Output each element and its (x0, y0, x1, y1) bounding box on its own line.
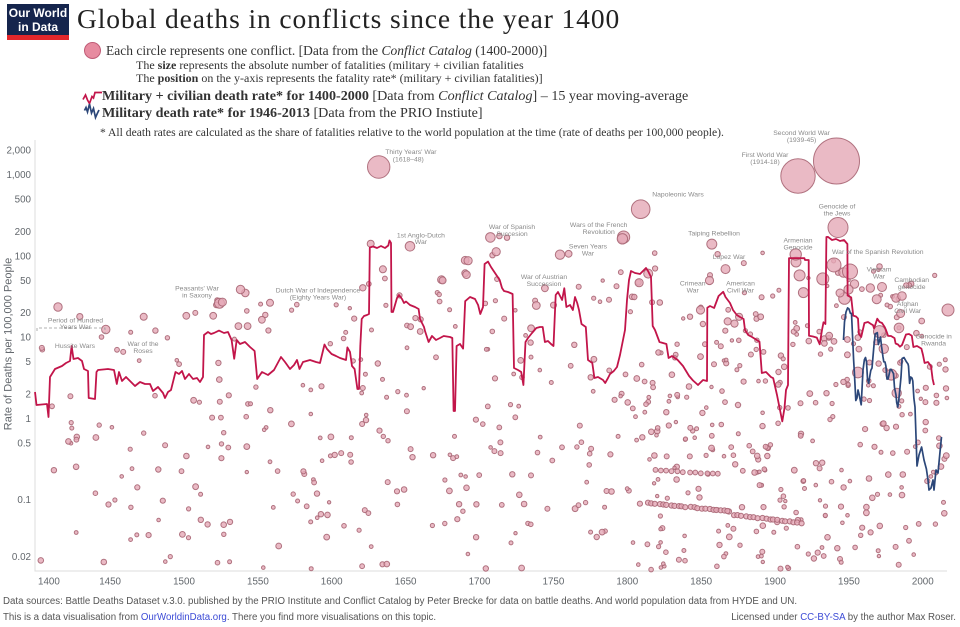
svg-text:1700: 1700 (469, 577, 491, 588)
svg-text:(1914-18): (1914-18) (750, 159, 779, 166)
svg-text:10: 10 (20, 333, 31, 344)
svg-text:War of the: War of the (127, 341, 158, 348)
svg-text:Genocide in: Genocide in (915, 334, 951, 341)
svg-text:Civil War: Civil War (894, 308, 922, 315)
svg-text:American: American (726, 281, 755, 288)
svg-text:1500: 1500 (173, 577, 195, 588)
svg-text:1550: 1550 (247, 577, 269, 588)
svg-text:1,000: 1,000 (6, 170, 31, 181)
svg-text:Cambodian: Cambodian (894, 277, 929, 284)
svg-text:1st Anglo-Dutch: 1st Anglo-Dutch (397, 233, 445, 240)
svg-text:First World War: First World War (742, 152, 790, 159)
svg-text:0.02: 0.02 (12, 552, 31, 563)
svg-text:Genocide: Genocide (783, 245, 812, 252)
svg-text:(1939-45): (1939-45) (787, 137, 816, 144)
svg-text:War of Spanish: War of Spanish (489, 224, 535, 231)
svg-text:200: 200 (15, 227, 32, 238)
svg-text:genocide: genocide (898, 284, 926, 291)
svg-text:1600: 1600 (321, 577, 343, 588)
svg-text:War: War (873, 274, 886, 281)
svg-text:20: 20 (20, 308, 31, 319)
svg-text:1850: 1850 (690, 577, 712, 588)
svg-text:War: War (415, 239, 428, 246)
svg-text:2000: 2000 (912, 577, 934, 588)
svg-text:1800: 1800 (616, 577, 638, 588)
svg-text:(Eighty Years War): (Eighty Years War) (290, 295, 346, 302)
svg-text:War: War (582, 251, 595, 258)
svg-text:Succesion: Succesion (496, 231, 528, 238)
svg-text:Vietnam: Vietnam (867, 267, 892, 274)
svg-text:2,000: 2,000 (6, 146, 31, 157)
svg-text:1750: 1750 (543, 577, 565, 588)
svg-text:Hussite Wars: Hussite Wars (55, 343, 96, 350)
svg-text:1900: 1900 (764, 577, 786, 588)
svg-text:0.1: 0.1 (17, 495, 31, 506)
svg-text:Years War: Years War (60, 324, 92, 331)
svg-text:1: 1 (26, 414, 31, 425)
svg-text:the Jews: the Jews (824, 211, 851, 218)
svg-text:Period of Hundred: Period of Hundred (48, 318, 103, 325)
svg-text:Peasants' War: Peasants' War (175, 286, 219, 293)
svg-text:Rate of Deaths per 100,000 Peo: Rate of Deaths per 100,000 People (3, 258, 15, 430)
svg-text:War: War (687, 288, 700, 295)
svg-text:Crimean: Crimean (680, 281, 706, 288)
svg-text:Napoleonic Wars: Napoleonic Wars (652, 192, 704, 199)
svg-text:War of Austrian: War of Austrian (521, 274, 567, 281)
svg-text:in Saxony: in Saxony (182, 293, 212, 300)
svg-text:50: 50 (20, 276, 31, 287)
svg-text:Genocide of: Genocide of (819, 204, 856, 211)
svg-text:1450: 1450 (99, 577, 121, 588)
svg-text:Lopez War: Lopez War (713, 254, 746, 261)
svg-text:Afghan: Afghan (897, 301, 919, 308)
svg-text:Succession: Succession (527, 281, 562, 288)
svg-text:War of the Spanish Revolution: War of the Spanish Revolution (832, 249, 924, 256)
svg-text:Roses: Roses (133, 348, 153, 355)
svg-text:500: 500 (15, 195, 32, 206)
svg-text:100: 100 (15, 251, 32, 262)
svg-text:1650: 1650 (395, 577, 417, 588)
svg-text:0.5: 0.5 (17, 438, 31, 449)
svg-text:1400: 1400 (38, 577, 60, 588)
svg-text:Second World War: Second World War (773, 130, 830, 137)
svg-text:Revolution: Revolution (583, 229, 615, 236)
svg-text:2: 2 (26, 389, 31, 400)
svg-text:Armenian: Armenian (783, 238, 812, 245)
svg-text:1950: 1950 (838, 577, 860, 588)
svg-text:(1618–48): (1618–48) (393, 157, 424, 164)
svg-text:Rwanda: Rwanda (921, 341, 946, 348)
svg-text:Thirty Years' War: Thirty Years' War (385, 149, 437, 156)
svg-text:Wars of the French: Wars of the French (570, 222, 628, 229)
svg-text:5: 5 (26, 357, 32, 368)
svg-text:Civil War: Civil War (727, 288, 755, 295)
svg-text:Seven Years: Seven Years (569, 244, 608, 251)
svg-text:Taiping Rebellion: Taiping Rebellion (688, 231, 740, 238)
svg-text:Dutch War of Independence: Dutch War of Independence (276, 288, 361, 295)
